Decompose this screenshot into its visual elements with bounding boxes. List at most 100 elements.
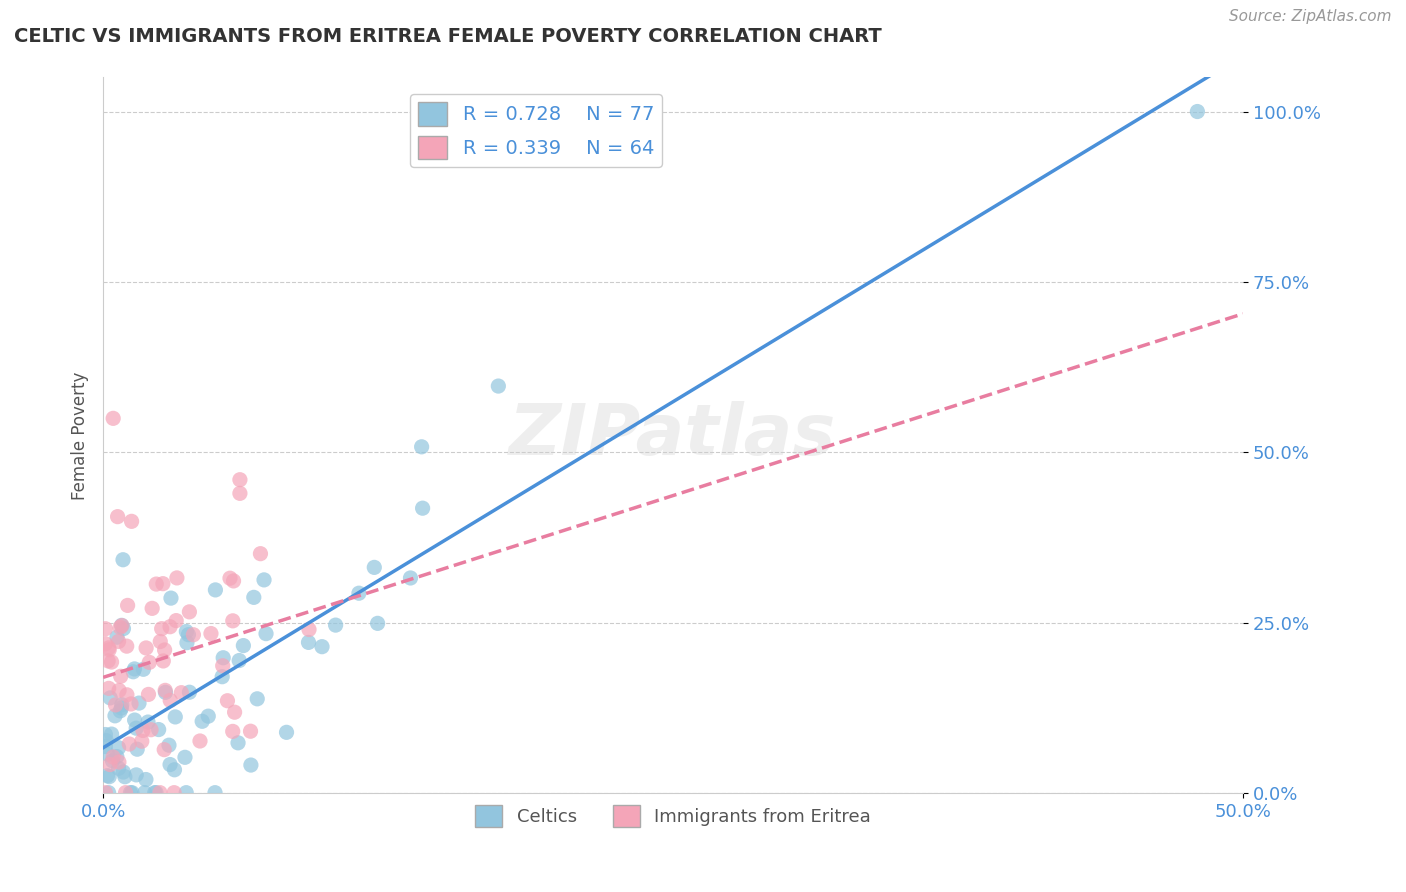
Immigrants from Eritrea [200,626,222,640]
Celtics [127,742,149,756]
Celtics [157,738,180,752]
Celtics [110,618,132,632]
Celtics [124,713,146,727]
Immigrants from Eritrea [98,757,121,772]
Immigrants from Eritrea [97,681,120,696]
Immigrants from Eritrea [188,734,211,748]
Immigrants from Eritrea [183,628,205,642]
Immigrants from Eritrea [111,618,134,632]
Celtics [145,786,167,800]
Celtics [411,440,433,454]
Immigrants from Eritrea [139,723,162,737]
Celtics [143,786,166,800]
Celtics [136,714,159,729]
Immigrants from Eritrea [152,576,174,591]
Celtics [179,685,201,699]
Celtics [276,725,298,739]
Immigrants from Eritrea [131,734,153,748]
Celtics [132,662,155,676]
Immigrants from Eritrea [153,742,176,756]
Celtics [104,708,127,723]
Celtics [105,630,128,644]
Celtics [121,786,143,800]
Immigrants from Eritrea [138,656,160,670]
Immigrants from Eritrea [224,705,246,719]
Immigrants from Eritrea [110,669,132,683]
Immigrants from Eritrea [298,623,321,637]
Immigrants from Eritrea [117,599,139,613]
Celtics [174,786,197,800]
Immigrants from Eritrea [222,574,245,588]
Immigrants from Eritrea [100,655,122,669]
Immigrants from Eritrea [138,687,160,701]
Celtics [174,750,197,764]
Celtics [155,685,177,699]
Immigrants from Eritrea [153,643,176,657]
Celtics [165,710,187,724]
Celtics [159,757,181,772]
Celtics [107,761,129,775]
Celtics [177,628,200,642]
Immigrants from Eritrea [94,637,117,651]
Celtics [98,770,121,784]
Celtics [232,639,254,653]
Celtics [243,591,266,605]
Celtics [148,723,170,737]
Immigrants from Eritrea [141,601,163,615]
Immigrants from Eritrea [104,698,127,712]
Immigrants from Eritrea [159,693,181,707]
Immigrants from Eritrea [145,577,167,591]
Celtics [96,733,118,747]
Immigrants from Eritrea [150,622,173,636]
Celtics [120,786,142,800]
Immigrants from Eritrea [149,634,172,648]
Immigrants from Eritrea [179,605,201,619]
Immigrants from Eritrea [163,786,186,800]
Immigrants from Eritrea [108,755,131,769]
Celtics [94,727,117,741]
Celtics [228,654,250,668]
Immigrants from Eritrea [249,547,271,561]
Celtics [112,622,135,636]
Celtics [1187,104,1209,119]
Celtics [125,768,148,782]
Immigrants from Eritrea [222,614,245,628]
Immigrants from Eritrea [222,724,245,739]
Celtics [311,640,333,654]
Immigrants from Eritrea [135,640,157,655]
Immigrants from Eritrea [229,486,252,500]
Immigrants from Eritrea [115,688,138,702]
Immigrants from Eritrea [94,622,117,636]
Immigrants from Eritrea [114,786,136,800]
Celtics [211,670,233,684]
Immigrants from Eritrea [115,639,138,653]
Celtics [204,786,226,800]
Celtics [111,698,134,712]
Celtics [110,701,132,715]
Celtics [128,696,150,710]
Celtics [96,769,118,783]
Celtics [98,690,121,705]
Celtics [176,635,198,649]
Immigrants from Eritrea [97,640,120,655]
Celtics [163,763,186,777]
Celtics [197,709,219,723]
Celtics [125,721,148,735]
Celtics [363,560,385,574]
Immigrants from Eritrea [107,634,129,648]
Celtics [94,739,117,754]
Celtics [399,571,422,585]
Celtics [226,736,249,750]
Immigrants from Eritrea [153,683,176,698]
Immigrants from Eritrea [149,786,172,800]
Celtics [347,586,370,600]
Celtics [176,624,198,639]
Celtics [112,764,135,779]
Celtics [108,704,131,718]
Immigrants from Eritrea [101,411,124,425]
Celtics [486,379,509,393]
Immigrants from Eritrea [107,509,129,524]
Immigrants from Eritrea [97,654,120,668]
Celtics [111,553,134,567]
Immigrants from Eritrea [132,723,155,738]
